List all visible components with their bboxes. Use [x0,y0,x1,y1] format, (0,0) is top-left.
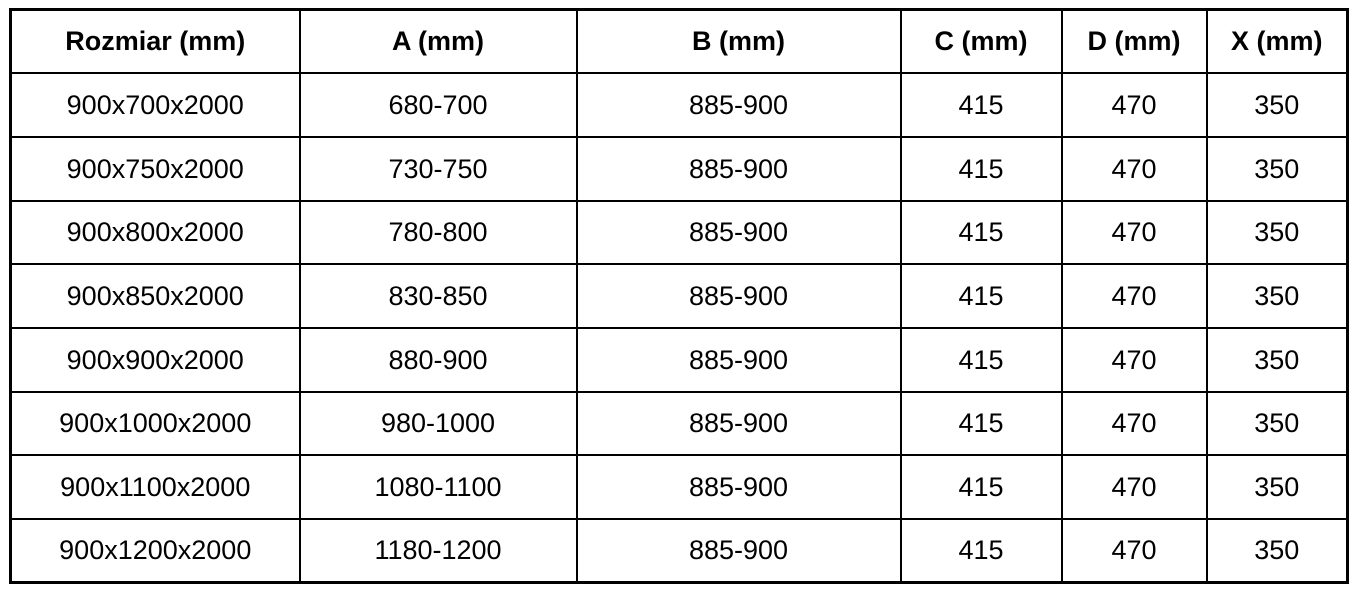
cell-x: 350 [1205,326,1349,393]
cell-b: 885-900 [575,72,902,138]
cell-c: 415 [899,135,1063,202]
cell-x: 350 [1205,518,1349,584]
cell-a: 830-850 [298,263,578,329]
cell-b: 885-900 [575,518,902,584]
cell-rozmiar: 900x750x2000 [9,135,301,202]
table-row: 900x800x2000 780-800 885-900 415 470 350 [9,199,1349,266]
table-row: 900x700x2000 680-700 885-900 415 470 350 [9,72,1349,138]
cell-d: 470 [1060,263,1208,329]
cell-b: 885-900 [575,390,902,457]
table-header: Rozmiar (mm) A (mm) B (mm) C (mm) D (mm)… [9,8,1349,75]
cell-c: 415 [899,199,1063,266]
cell-d: 470 [1060,199,1208,266]
cell-d: 470 [1060,326,1208,393]
table-row: 900x750x2000 730-750 885-900 415 470 350 [9,135,1349,202]
cell-d: 470 [1060,454,1208,520]
cell-b: 885-900 [575,263,902,329]
table-row: 900x850x2000 830-850 885-900 415 470 350 [9,263,1349,329]
cell-x: 350 [1205,135,1349,202]
cell-rozmiar: 900x1100x2000 [9,454,301,520]
cell-c: 415 [899,326,1063,393]
cell-rozmiar: 900x700x2000 [9,72,301,138]
cell-rozmiar: 900x1200x2000 [9,518,301,584]
column-header-a: A (mm) [298,8,578,75]
size-spec-table: Rozmiar (mm) A (mm) B (mm) C (mm) D (mm)… [9,8,1349,585]
cell-a: 1180-1200 [298,518,578,584]
cell-a: 780-800 [298,199,578,266]
table-row: 900x1000x2000 980-1000 885-900 415 470 3… [9,390,1349,457]
cell-a: 1080-1100 [298,454,578,520]
cell-a: 680-700 [298,72,578,138]
cell-rozmiar: 900x1000x2000 [9,390,301,457]
cell-rozmiar: 900x850x2000 [9,263,301,329]
column-header-rozmiar: Rozmiar (mm) [9,8,301,75]
table-row: 900x1200x2000 1180-1200 885-900 415 470 … [9,518,1349,584]
cell-c: 415 [899,72,1063,138]
cell-x: 350 [1205,199,1349,266]
cell-a: 980-1000 [298,390,578,457]
cell-a: 880-900 [298,326,578,393]
cell-d: 470 [1060,72,1208,138]
cell-x: 350 [1205,454,1349,520]
cell-x: 350 [1205,72,1349,138]
cell-d: 470 [1060,518,1208,584]
table-body: 900x700x2000 680-700 885-900 415 470 350… [9,72,1349,584]
cell-x: 350 [1205,390,1349,457]
cell-b: 885-900 [575,199,902,266]
column-header-b: B (mm) [575,8,902,75]
cell-b: 885-900 [575,454,902,520]
cell-d: 470 [1060,390,1208,457]
cell-c: 415 [899,263,1063,329]
cell-c: 415 [899,518,1063,584]
column-header-c: C (mm) [899,8,1063,75]
header-row: Rozmiar (mm) A (mm) B (mm) C (mm) D (mm)… [9,8,1349,75]
cell-rozmiar: 900x800x2000 [9,199,301,266]
cell-b: 885-900 [575,135,902,202]
table-row: 900x900x2000 880-900 885-900 415 470 350 [9,326,1349,393]
table-row: 900x1100x2000 1080-1100 885-900 415 470 … [9,454,1349,520]
column-header-x: X (mm) [1205,8,1349,75]
cell-rozmiar: 900x900x2000 [9,326,301,393]
cell-c: 415 [899,390,1063,457]
cell-d: 470 [1060,135,1208,202]
cell-x: 350 [1205,263,1349,329]
column-header-d: D (mm) [1060,8,1208,75]
cell-a: 730-750 [298,135,578,202]
cell-c: 415 [899,454,1063,520]
cell-b: 885-900 [575,326,902,393]
